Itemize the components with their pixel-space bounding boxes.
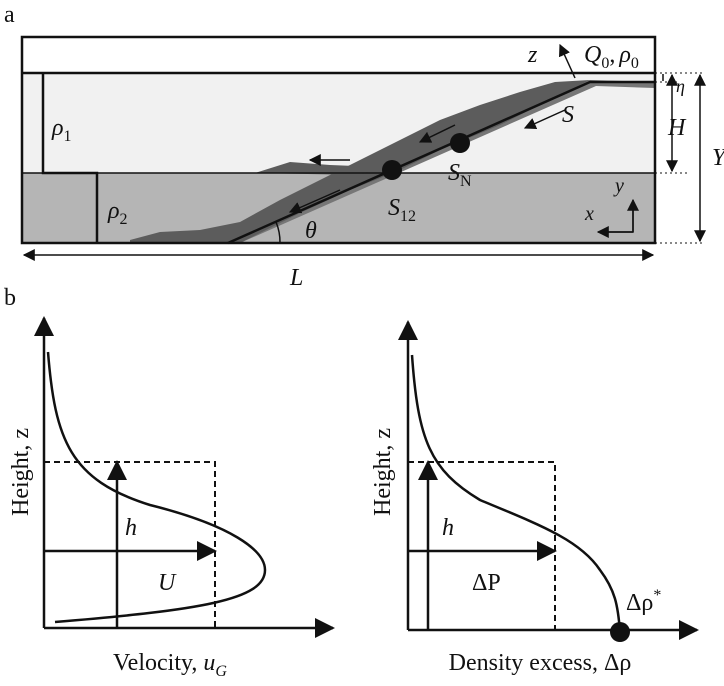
subscript: G [215,663,227,680]
subscript: N [460,173,472,190]
x-label: x [584,203,594,225]
subscript: 0 [601,55,609,72]
subscript: 0 [631,55,639,72]
superscript: * [653,587,661,604]
velocity-profile [48,352,265,622]
l-label: L [289,265,303,291]
theta-label: θ [305,218,317,244]
separator: , [609,42,615,68]
x-axis-label: Density excess, Δρ [449,650,632,676]
source-label: Q0,ρ0 [584,42,639,72]
h-label: H [667,115,687,141]
point-drho [610,622,630,642]
dp-label: ΔP [472,570,501,596]
symbol: u [203,650,215,676]
equivalent-box [408,462,555,630]
symbol: S [448,160,460,186]
panel-label: a [4,2,15,28]
x-axis-label: Velocity, uG [113,650,227,680]
symbol: ρ [618,42,631,68]
panel-a: a z Q0,ρ0 η S H Y ρ1 ρ2 SN S12 θ x y L [4,2,724,291]
y-axis-label: Height, z [8,428,34,516]
figure: a z Q0,ρ0 η S H Y ρ1 ρ2 SN S12 θ x y L b… [0,0,724,686]
equivalent-box [44,462,215,628]
symbol: Q [584,42,601,68]
symbol: ρ [107,198,120,224]
panel-b: b h U Height, z Velocity, uG h ΔP Δρ* He… [4,285,697,680]
symbol: S [388,195,400,221]
subscript: 1 [64,128,72,145]
y-label: y [613,175,624,197]
s-label: S [562,102,574,128]
density-profile [412,355,620,632]
subscript: 12 [400,208,416,225]
h-label: h [125,515,137,541]
text: Velocity, [113,650,203,676]
drho-star-label: Δρ* [626,587,661,616]
eta-label: η [676,76,685,96]
u-label: U [158,570,177,596]
panel-label: b [4,285,16,311]
y-axis-label: Height, z [370,428,396,516]
point-sn [450,133,470,153]
symbol: ρ [51,115,64,141]
y-dim-label: Y [712,145,724,171]
h-label: h [442,515,454,541]
point-s12 [382,160,402,180]
subscript: 2 [120,211,128,228]
symbol: Δρ [626,590,653,616]
z-label: z [527,42,538,68]
